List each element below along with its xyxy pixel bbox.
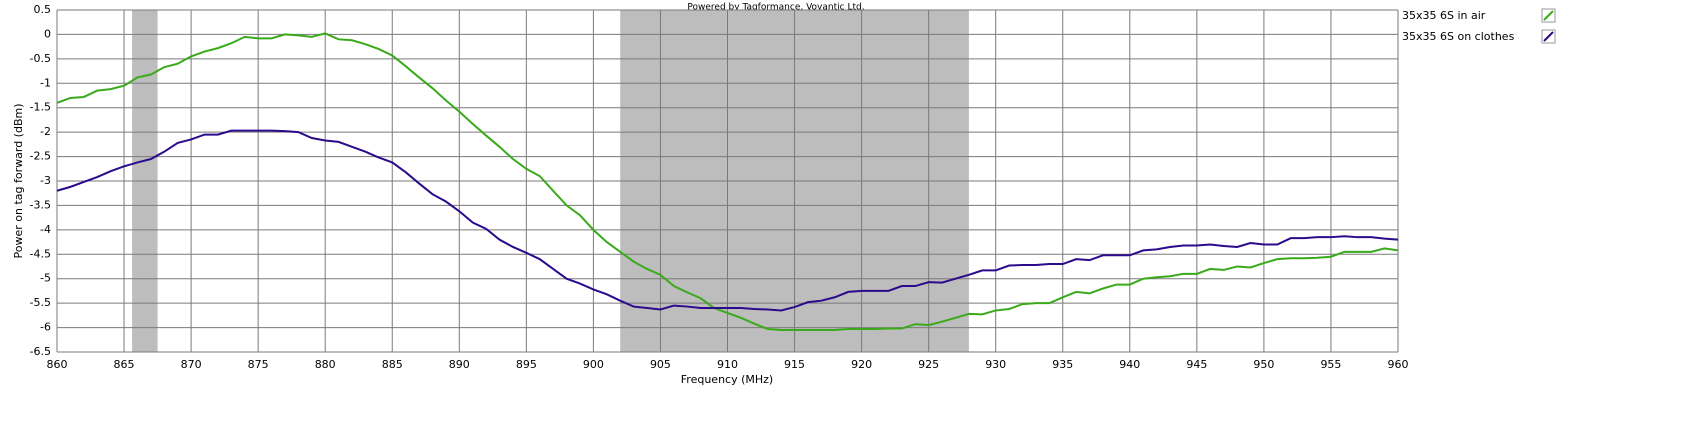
y-tick-label: -1.5 xyxy=(30,101,51,114)
x-tick-label: 955 xyxy=(1320,358,1341,371)
y-tick-label: -5 xyxy=(40,272,51,285)
x-tick-label: 925 xyxy=(918,358,939,371)
x-tick-label: 885 xyxy=(382,358,403,371)
x-tick-label: 950 xyxy=(1253,358,1274,371)
x-tick-label: 895 xyxy=(516,358,537,371)
x-tick-label: 860 xyxy=(47,358,68,371)
legend-label: 35x35 6S on clothes xyxy=(1402,30,1515,43)
y-tick-label: -0.5 xyxy=(30,52,51,65)
y-tick-label: -4 xyxy=(40,223,51,236)
x-tick-label: 915 xyxy=(784,358,805,371)
y-tick-label: -3 xyxy=(40,174,51,187)
y-tick-label: -6.5 xyxy=(30,345,51,358)
x-tick-label: 875 xyxy=(248,358,269,371)
y-tick-label: -4.5 xyxy=(30,247,51,260)
x-tick-label: 910 xyxy=(717,358,738,371)
series-line xyxy=(56,129,1399,312)
x-tick-label: 920 xyxy=(851,358,872,371)
y-tick-label: 0 xyxy=(44,27,51,40)
x-tick-label: 945 xyxy=(1186,358,1207,371)
x-tick-label: 865 xyxy=(114,358,135,371)
y-tick-label: 0.5 xyxy=(34,3,52,16)
chart-title: Powered by Tagformance, Voyantic Ltd. xyxy=(687,3,864,13)
x-tick-label: 905 xyxy=(650,358,671,371)
x-tick-label: 880 xyxy=(315,358,336,371)
x-tick-label: 900 xyxy=(583,358,604,371)
y-tick-label: -5.5 xyxy=(30,296,51,309)
series-line xyxy=(56,32,1399,332)
y-tick-label: -2.5 xyxy=(30,150,51,163)
y-tick-label: -6 xyxy=(40,321,51,334)
x-tick-label: 870 xyxy=(181,358,202,371)
x-tick-label: 930 xyxy=(985,358,1006,371)
x-axis-label: Frequency (MHz) xyxy=(681,373,773,386)
x-tick-label: 935 xyxy=(1052,358,1073,371)
y-tick-label: -1 xyxy=(40,76,51,89)
legend-swatch-line xyxy=(1543,10,1554,21)
legend-swatch-line xyxy=(1543,31,1554,42)
x-tick-label: 890 xyxy=(449,358,470,371)
y-axis-label: Power on tag forward (dBm) xyxy=(12,104,25,259)
x-tick-label: 960 xyxy=(1388,358,1409,371)
legend-label: 35x35 6S in air xyxy=(1402,9,1486,22)
y-tick-label: -3.5 xyxy=(30,198,51,211)
x-tick-label: 940 xyxy=(1119,358,1140,371)
y-tick-label: -2 xyxy=(40,125,51,138)
